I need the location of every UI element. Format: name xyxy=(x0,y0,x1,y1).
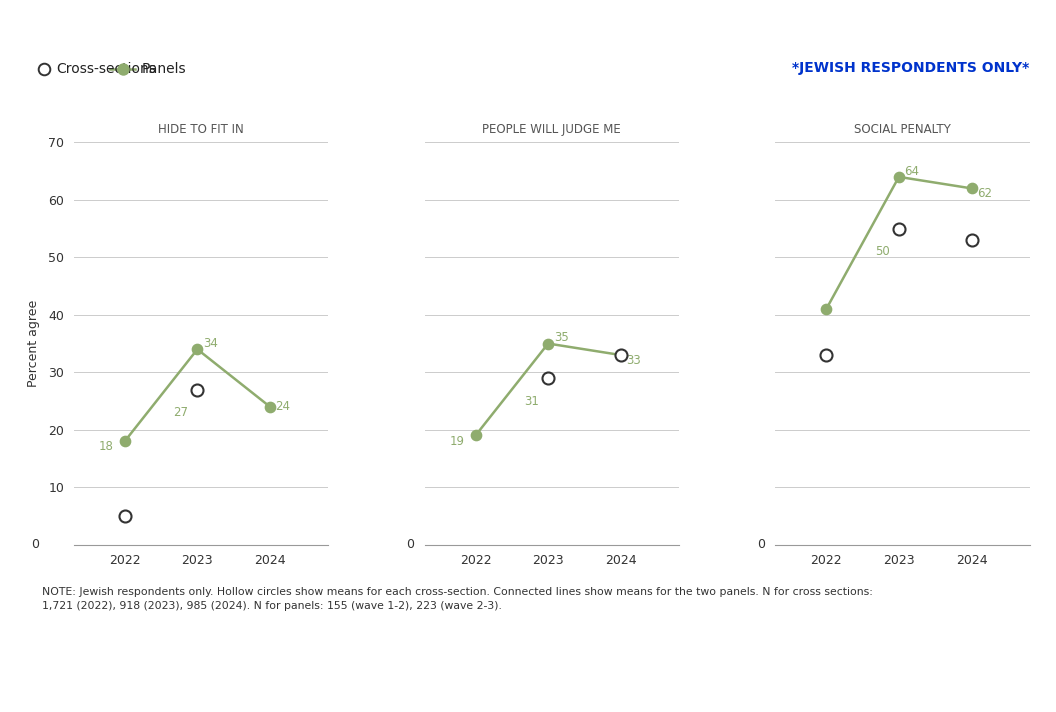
Text: 34: 34 xyxy=(203,337,218,350)
Point xyxy=(189,344,206,355)
Point xyxy=(612,350,629,361)
Text: 31: 31 xyxy=(524,394,539,408)
Point xyxy=(114,63,131,75)
Y-axis label: Percent agree: Percent agree xyxy=(26,300,40,387)
Title: HIDE TO FIT IN: HIDE TO FIT IN xyxy=(158,122,244,136)
Text: 33: 33 xyxy=(626,354,641,367)
Point xyxy=(963,234,980,246)
Text: 0: 0 xyxy=(757,538,766,551)
Point xyxy=(467,430,484,441)
Text: 27: 27 xyxy=(173,406,188,419)
Point xyxy=(540,337,557,349)
Point xyxy=(612,350,629,361)
Point xyxy=(116,511,133,522)
Point xyxy=(817,350,834,361)
Point xyxy=(116,436,133,447)
Title: PEOPLE WILL JUDGE ME: PEOPLE WILL JUDGE ME xyxy=(483,122,621,136)
Text: 64: 64 xyxy=(904,164,920,178)
Text: 50: 50 xyxy=(874,245,889,258)
Text: 19: 19 xyxy=(450,434,465,448)
Title: SOCIAL PENALTY: SOCIAL PENALTY xyxy=(854,122,951,136)
Text: 24: 24 xyxy=(276,400,290,413)
Text: NOTE: Jewish respondents only. Hollow circles show means for each cross-section.: NOTE: Jewish respondents only. Hollow ci… xyxy=(42,587,873,612)
Point xyxy=(817,303,834,315)
Text: FIGURE 26: FIGURE 26 xyxy=(18,14,124,32)
Point xyxy=(890,171,907,182)
Text: Cross-sections: Cross-sections xyxy=(56,63,156,76)
Point xyxy=(890,223,907,234)
Point xyxy=(36,63,53,75)
Text: *JEWISH RESPONDENTS ONLY*: *JEWISH RESPONDENTS ONLY* xyxy=(792,61,1030,75)
Text: Panels: Panels xyxy=(142,63,187,76)
Point xyxy=(189,384,206,395)
Text: 18: 18 xyxy=(99,440,114,454)
Point xyxy=(262,401,279,412)
Text: 62: 62 xyxy=(977,187,992,201)
Point xyxy=(540,372,557,384)
Point xyxy=(963,183,980,194)
Text: 0: 0 xyxy=(32,538,40,551)
Text: 0: 0 xyxy=(407,538,415,551)
Text: 35: 35 xyxy=(553,332,568,345)
